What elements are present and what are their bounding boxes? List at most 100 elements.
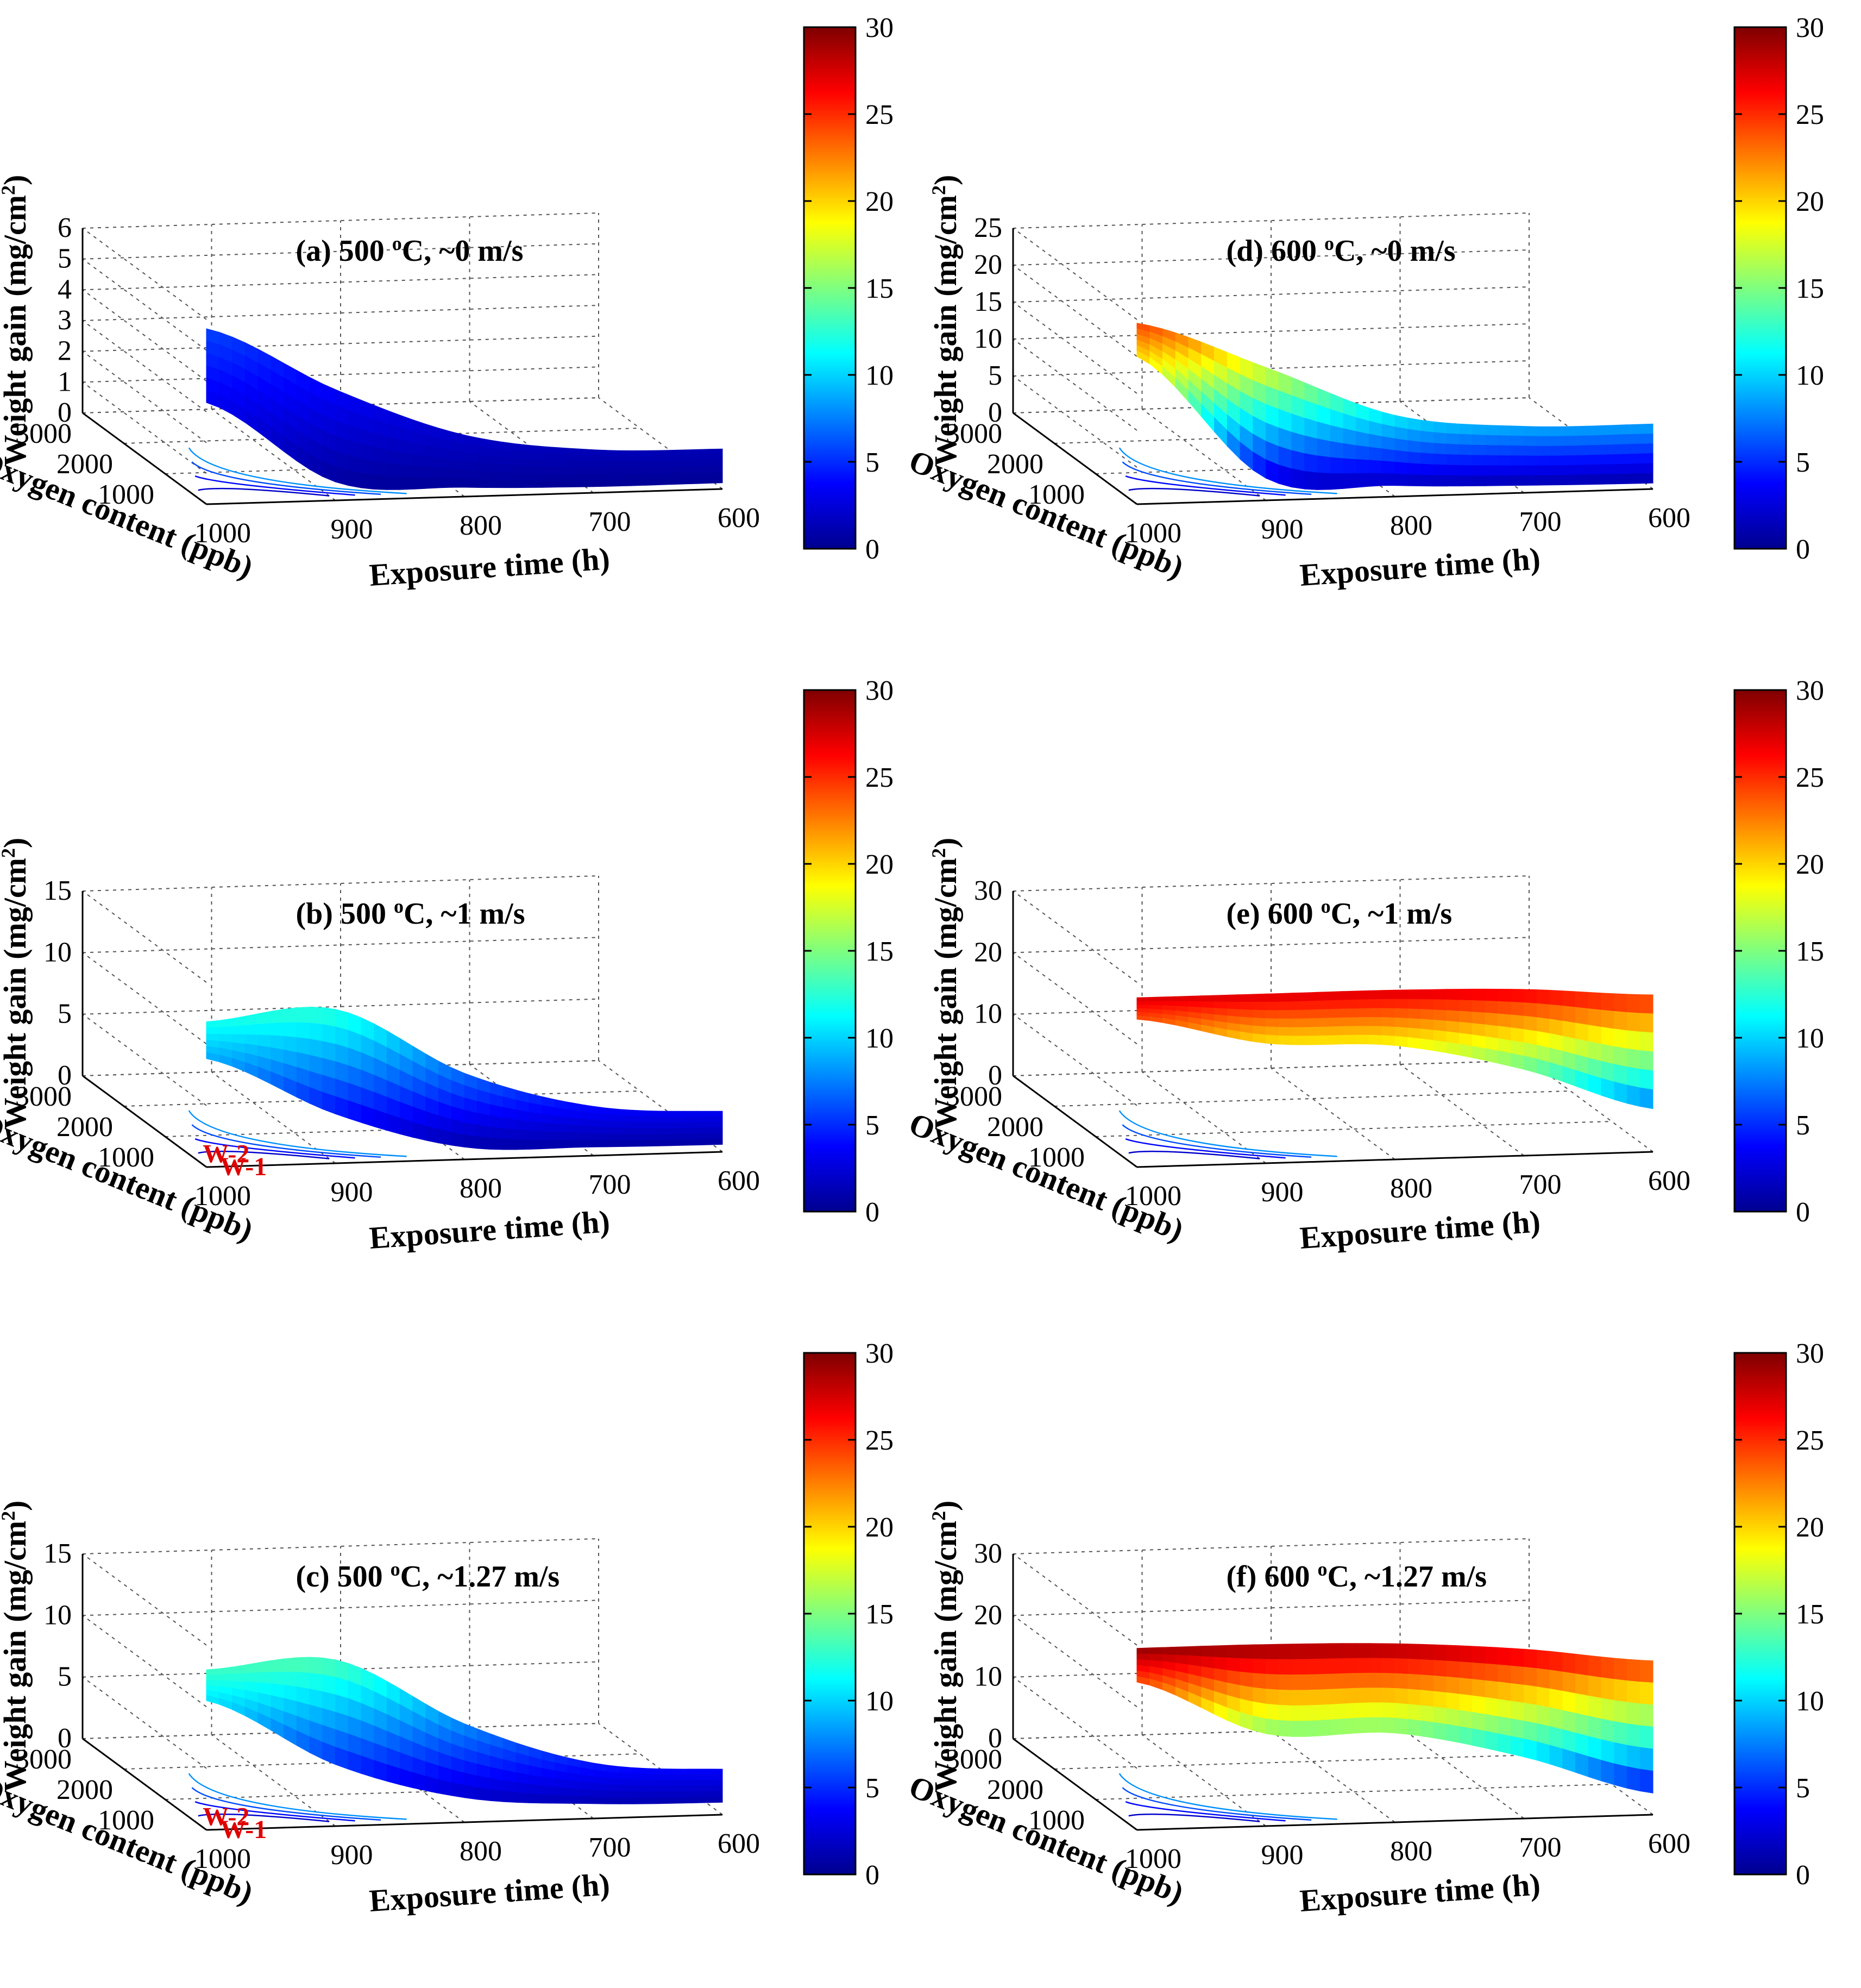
surface-patch <box>1536 989 1550 1005</box>
surface-patch <box>542 473 555 481</box>
surface-patch <box>1278 1674 1292 1691</box>
surface-patch <box>284 1671 297 1688</box>
surface-patch <box>1253 1658 1266 1675</box>
surface-patch <box>554 480 568 488</box>
z-tick-label: 25 <box>974 212 1002 243</box>
surface-patch <box>257 1023 272 1036</box>
surface-patch <box>361 473 375 490</box>
surface-patch <box>670 1128 684 1135</box>
surface-patch <box>1381 448 1395 463</box>
surface-patch <box>1407 440 1421 454</box>
surface-patch <box>1394 450 1409 464</box>
surface-patch <box>1588 1756 1602 1782</box>
colorbar-tick-label: 10 <box>865 1686 894 1717</box>
surface-patch <box>515 1792 530 1803</box>
surface-patch <box>1304 1658 1318 1675</box>
surface-patch <box>1369 460 1382 474</box>
surface-patch <box>1601 1719 1615 1744</box>
surface-patch <box>1420 442 1434 454</box>
floor-contours <box>188 1773 407 1822</box>
surface-patch <box>1369 1008 1382 1018</box>
surface-patch <box>657 1117 671 1123</box>
floor-contours <box>188 1110 407 1159</box>
surface-patch <box>632 1785 645 1792</box>
surface-patch <box>554 1131 568 1141</box>
surface-patch <box>542 1785 555 1796</box>
contour-line <box>191 461 381 496</box>
surface-patch <box>1627 1745 1640 1770</box>
surface-patch <box>1343 458 1357 474</box>
surface-patch <box>1562 474 1576 486</box>
surface-patch <box>683 1768 697 1776</box>
surface-patch <box>1472 434 1486 446</box>
surface-patch <box>257 1672 272 1684</box>
surface-patch <box>606 1114 620 1122</box>
surface-patch <box>1575 465 1589 475</box>
z-axis-title: Weight gain (mg/cm2) <box>0 838 33 1130</box>
x-tick-label: 800 <box>460 1836 502 1867</box>
surface-patch <box>1291 431 1305 454</box>
surface-patch <box>1369 1034 1382 1045</box>
z-tick-label: 5 <box>58 1661 72 1692</box>
surface-patch <box>464 1785 478 1800</box>
surface-patch <box>322 1007 336 1027</box>
colorbar-tick-label: 30 <box>1796 675 1824 706</box>
surface-patch <box>477 454 491 465</box>
colorbar-tick-label: 0 <box>865 1860 879 1891</box>
surface-patch <box>232 1664 246 1675</box>
surface-patch <box>1627 1702 1640 1726</box>
surface-patch <box>1472 455 1486 466</box>
surface-patch <box>1188 1646 1202 1657</box>
surface-patch <box>1214 1645 1228 1658</box>
surface-patch <box>657 1786 671 1792</box>
surface-patch <box>709 1127 723 1134</box>
surface-patch <box>477 479 491 488</box>
surface-patch <box>1511 1027 1524 1043</box>
surface-patch <box>1330 457 1344 474</box>
z-tick-label: 1 <box>58 366 72 397</box>
surface-patch <box>670 1117 684 1123</box>
surface-patch <box>1356 990 1369 1000</box>
surface-patch <box>1278 1018 1292 1028</box>
surface-patch <box>683 1785 697 1792</box>
z-tick-label: 0 <box>58 397 72 428</box>
axis-lines <box>81 1554 723 1831</box>
surface-patch <box>490 479 504 488</box>
surface-patch <box>1601 1760 1615 1785</box>
x-axis-title: Exposure time (h) <box>368 1203 611 1256</box>
surface-patch <box>580 1118 594 1127</box>
y-axis-title: Oxygen content (ppb) <box>0 443 258 585</box>
surface-patch <box>1459 1645 1473 1663</box>
surface-patch <box>477 1136 491 1150</box>
surface-patch <box>696 477 710 484</box>
surface-patch <box>529 473 542 481</box>
surface-patch <box>529 459 542 467</box>
surface-patch <box>1511 1718 1524 1740</box>
surface-patch <box>348 470 362 488</box>
surface-patch <box>515 480 530 488</box>
surface-patch <box>1343 1658 1357 1674</box>
colorbar: 0 5 10 15 20 25 30 <box>1733 675 1824 1228</box>
surface-patch <box>1614 1658 1627 1682</box>
chart-panel-c: 1000 900 800 700 600 3000 2000 1000 0 5 10 15 Exposu… <box>0 1326 931 1988</box>
surface-patch <box>1562 465 1576 476</box>
surface-patch <box>1317 1009 1331 1019</box>
colorbar-tick-label: 10 <box>865 1023 894 1054</box>
surface-patch <box>1433 1691 1447 1709</box>
surface-patch <box>1136 1015 1150 1021</box>
surface-patch <box>1524 1015 1537 1032</box>
surface-patch <box>1291 992 1305 1002</box>
y-tick-label: 3000 <box>15 1744 72 1775</box>
surface-patch <box>1343 1034 1357 1045</box>
contour-line <box>1128 487 1260 497</box>
x-tick-label: 900 <box>1261 1840 1304 1871</box>
surface-patch <box>1304 435 1318 456</box>
surface-patch <box>1511 989 1524 1004</box>
surface-patch <box>1317 438 1331 458</box>
surface-patch <box>1291 1018 1305 1028</box>
surface-patch <box>567 1788 581 1797</box>
surface-patch <box>438 478 452 488</box>
surface-patch <box>1588 1715 1602 1740</box>
surface-patch <box>1278 993 1292 1002</box>
surface-patch <box>1627 1067 1640 1088</box>
